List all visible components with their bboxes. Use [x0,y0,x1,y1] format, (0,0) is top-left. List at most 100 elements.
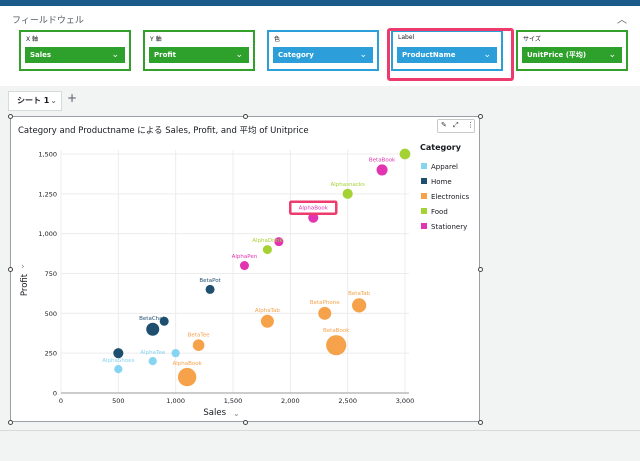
x-tick-label: 3,000 [396,397,415,405]
y-tick-label: 1,000 [38,230,57,238]
x-tick-label: 2,000 [281,397,300,405]
data-point-label: AlphaPen [232,254,258,260]
data-point-label: BetaPhone [310,300,340,306]
x-axis-field-label: Sales [30,51,52,59]
legend-item: Electronics [431,193,470,201]
size-well: サイズ UnitPrice (平均) ⌄ [516,30,628,71]
color-well: 色 Category ⌄ [267,30,379,71]
chart-legend: Category Apparel Home Electronics Food Statio… [420,143,470,231]
pencil-icon[interactable]: ✎ [441,121,447,129]
color-caption: 色 [274,36,281,43]
visual-title: Category and Productname による Sales, Prof… [18,126,309,136]
chart-point-labels: AlphaShoes AlphaTee BetaChair BetaPot AlphaB… [102,157,396,366]
more-vertical-icon[interactable]: ⋮ [467,121,474,129]
y-tick-label: 1,500 [38,151,57,159]
resize-handle-top-right[interactable] [478,114,483,119]
x-axis-well: X 軸 Sales ⌄ [19,30,131,71]
resize-handle-bottom[interactable] [243,420,248,425]
data-point [308,212,319,223]
y-axis-title: Profit [20,273,30,296]
resize-handle-bottom-left[interactable] [8,420,13,425]
plus-icon[interactable]: + [67,91,78,105]
data-point [352,298,367,313]
data-point-label: BetaBook [369,157,396,163]
resize-handle-top[interactable] [243,114,248,119]
chevron-right-icon[interactable]: › [21,262,25,272]
legend-item: Apparel [431,163,458,171]
data-point [146,322,160,336]
size-field-pill[interactable]: UnitPrice (平均) ⌄ [522,47,622,63]
resize-handle-right[interactable] [478,267,483,272]
data-point [318,306,332,320]
resize-handle-bottom-right[interactable] [478,420,483,425]
size-caption: サイズ [523,36,541,43]
y-tick-label: 1,250 [38,190,57,198]
data-point [114,364,123,374]
legend-item: Food [431,208,448,216]
chevron-down-icon: ⌄ [233,409,240,418]
data-point-label: BetaChair [139,316,167,322]
data-point [148,357,157,366]
chevron-down-icon[interactable]: ⌄ [608,50,616,60]
y-axis-field-pill[interactable]: Profit ⌄ [149,47,249,63]
chevron-down-icon[interactable]: ⌄ [483,50,491,60]
data-point [159,316,169,326]
legend-swatch [421,208,427,214]
sheet-tab-label: シート 1 [17,96,50,105]
color-field-pill[interactable]: Category ⌄ [273,47,373,63]
data-point [342,188,353,199]
point-label-highlight [289,200,338,215]
data-point [262,245,272,255]
data-point [177,367,197,387]
data-point-label: AlphaTee [140,350,165,356]
data-point [239,261,249,271]
label-field-label: ProductName [402,51,456,59]
data-point-label: AlphaBook [172,361,202,367]
legend-swatch [421,223,427,229]
data-point-label: AlphaDrink [252,238,283,244]
y-axis-field-label: Profit [154,51,176,59]
size-field-label: UnitPrice (平均) [527,51,587,59]
legend-title: Category [420,143,462,152]
label-caption: Label [398,34,415,41]
data-point [205,284,215,294]
app-top-bar [0,0,640,6]
y-tick-label: 0 [53,390,57,398]
legend-swatch [421,163,427,169]
data-point-label: Alphasnacks [330,182,365,188]
chart-points [113,148,411,387]
data-point-label: AlphaBook [299,206,329,212]
data-point [376,164,388,176]
expand-icon[interactable]: ⤢ [453,121,459,129]
chart-grid [60,150,409,394]
y-axis-caption: Y 軸 [150,36,162,43]
chevron-up-icon[interactable]: ︿ [617,15,627,26]
chevron-down-icon[interactable]: ⌄ [111,50,119,60]
y-axis-well: Y 軸 Profit ⌄ [143,30,255,71]
field-well-title: フィールドウェル [12,16,84,26]
y-tick-label: 500 [45,310,57,318]
legend-item: Home [431,178,452,186]
color-field-label: Category [278,51,314,59]
label-well: Label ProductName ⌄ [391,30,503,71]
x-axis-field-pill[interactable]: Sales ⌄ [25,47,125,63]
canvas-divider [0,430,640,431]
y-tick-label: 750 [45,270,57,278]
sheet-tab-bar: シート 1 ⌄ + [0,86,640,114]
data-point [260,314,274,328]
data-point [399,148,411,160]
data-point-label: BetaBook [323,328,350,334]
chevron-down-icon[interactable]: ⌄ [50,96,57,105]
sheet-tab-1[interactable]: シート 1 ⌄ [8,91,62,111]
chevron-down-icon[interactable]: ⌄ [235,50,243,60]
data-point-label: AlphaShoes [102,358,134,364]
x-tick-label: 1,500 [224,397,243,405]
chevron-down-icon[interactable]: ⌄ [359,50,367,60]
resize-handle-left[interactable] [8,267,13,272]
data-point [274,237,284,247]
data-point-label: BetaTab [348,291,371,297]
label-field-pill[interactable]: ProductName ⌄ [397,47,497,63]
resize-handle-top-left[interactable] [8,114,13,119]
data-point-label: AlphaTab [255,308,280,314]
